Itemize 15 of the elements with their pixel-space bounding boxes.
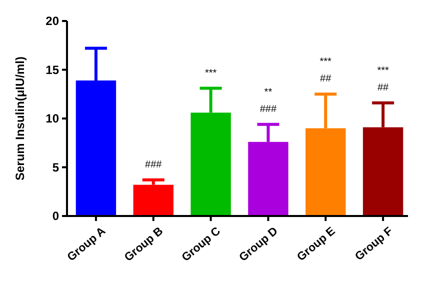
y-tick-label: 5 <box>52 160 60 174</box>
annotation: *** <box>320 56 332 68</box>
annotation: ** <box>264 86 272 98</box>
y-tick-label: 10 <box>46 112 60 126</box>
y-tick-label: 0 <box>52 209 60 224</box>
y-tick-label: 20 <box>46 14 60 28</box>
bar <box>133 184 174 216</box>
y-tick-label: 15 <box>46 62 60 77</box>
annotation: ### <box>145 159 162 170</box>
annotation: ## <box>377 82 390 94</box>
annotation: ### <box>260 104 277 115</box>
annotation: *** <box>204 68 217 79</box>
annotation: ## <box>320 74 332 85</box>
annotation: *** <box>377 65 389 76</box>
y-axis-title: Serum Insulin(μIU/ml) <box>13 56 27 181</box>
